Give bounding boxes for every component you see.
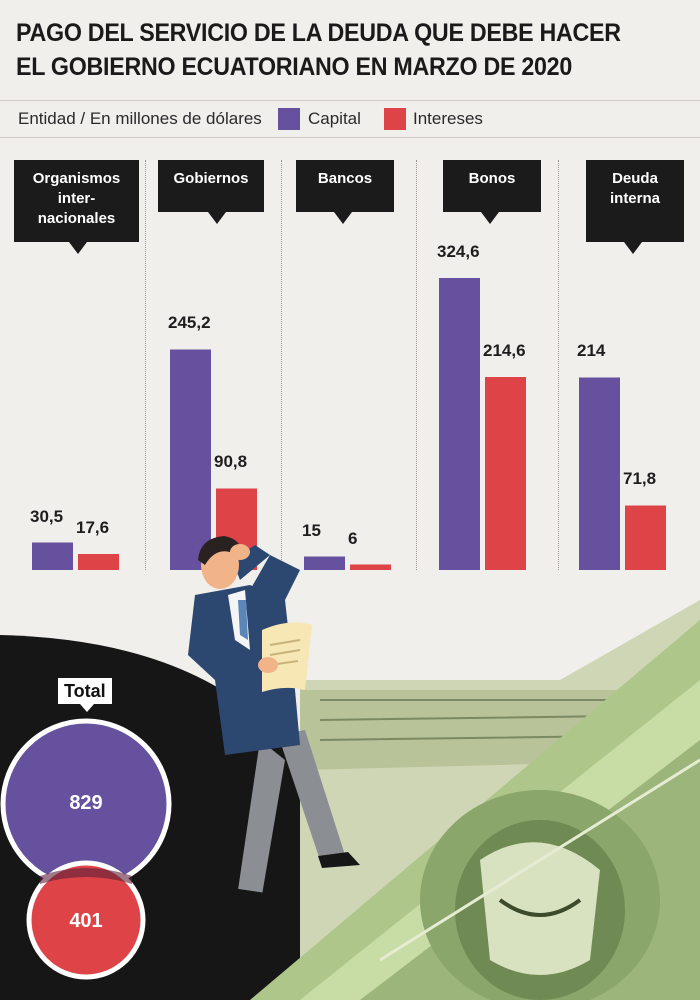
category-label: inter- bbox=[57, 190, 96, 207]
capital-swatch bbox=[278, 108, 300, 130]
title-line-1: PAGO DEL SERVICIO DE LA DEUDA QUE DEBE H… bbox=[16, 19, 621, 47]
legend: Entidad / En millones de dólares Capital… bbox=[0, 100, 700, 138]
column-separator bbox=[416, 160, 417, 570]
category-label: interna bbox=[609, 190, 660, 207]
chart-title: PAGO DEL SERVICIO DE LA DEUDA QUE DEBE H… bbox=[16, 16, 639, 84]
category-bancos: Bancos bbox=[296, 160, 394, 224]
column-separator bbox=[281, 160, 282, 570]
value-label-intereses: 90,8 bbox=[214, 452, 248, 472]
total-capital-value: 829 bbox=[69, 792, 103, 814]
worried-man-figure bbox=[188, 536, 360, 905]
legend-capital-label: Capital bbox=[308, 109, 361, 128]
category-label: Gobiernos bbox=[173, 170, 249, 187]
column-separator bbox=[558, 160, 559, 570]
title-line-2: EL GOBIERNO ECUATORIANO EN MARZO DE 2020 bbox=[16, 53, 572, 81]
total-intereses-circle bbox=[26, 860, 146, 980]
category-organismos-internacionales: Organismos inter- nacionales bbox=[14, 160, 139, 254]
dollar-bill-front bbox=[250, 620, 700, 1000]
category-label: Bancos bbox=[317, 170, 373, 187]
value-label-capital: 245,2 bbox=[168, 313, 211, 333]
category-label: Deuda bbox=[612, 170, 658, 187]
legend-unit-label: Entidad / En millones de dólares bbox=[18, 109, 262, 128]
value-label-intereses: 214,6 bbox=[483, 340, 526, 360]
value-label-capital: 15 bbox=[302, 520, 321, 540]
category-label: Organismos bbox=[32, 170, 121, 187]
category-bonos: Bonos bbox=[443, 160, 541, 224]
value-label-capital: 214 bbox=[577, 341, 606, 361]
value-label-intereses: 6 bbox=[348, 528, 358, 548]
intereses-swatch bbox=[384, 108, 406, 130]
value-label-intereses: 71,8 bbox=[623, 469, 657, 489]
total-intereses-value: 401 bbox=[69, 910, 103, 932]
circle-overlap bbox=[40, 868, 132, 884]
category-label: Bonos bbox=[468, 170, 516, 187]
category-label: nacionales bbox=[37, 210, 116, 227]
value-label-capital: 30,5 bbox=[30, 506, 64, 526]
value-label-intereses: 17,6 bbox=[76, 518, 110, 538]
total-label: Total bbox=[58, 678, 112, 712]
category-deuda-interna: Deuda interna bbox=[586, 160, 684, 254]
value-label-capital: 324,6 bbox=[437, 242, 480, 261]
category-gobiernos: Gobiernos bbox=[158, 160, 264, 224]
column-separator bbox=[145, 160, 146, 570]
legend-intereses-label: Intereses bbox=[413, 109, 483, 128]
